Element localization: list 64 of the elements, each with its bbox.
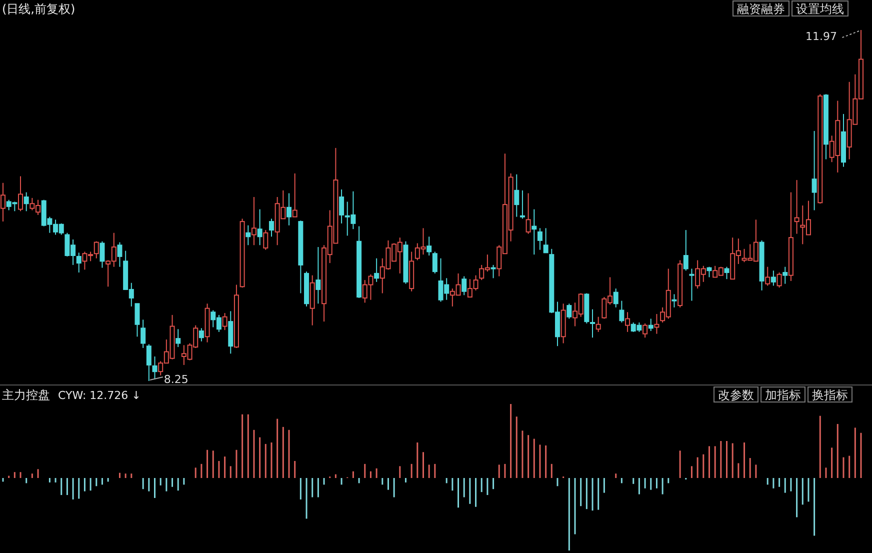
candlestick [251,196,256,246]
candlestick [672,294,677,308]
candlestick [117,242,122,268]
candlestick [543,228,548,254]
chart-title: 主力控盘 [2,388,50,402]
candlestick [432,251,438,274]
candlestick [794,180,800,234]
candlestick [613,288,618,308]
button: 换指标 [808,386,852,402]
candlestick [222,312,228,331]
candlestick [520,190,525,220]
button: 加指标 [760,386,806,402]
candlestick [292,172,298,218]
candlestick [316,246,321,304]
candlestick [76,252,82,273]
candlestick [782,266,788,284]
candlestick [18,176,24,212]
candlestick [94,240,99,259]
candlestick [268,218,274,238]
candlestick [724,266,730,280]
candlestick [619,300,624,323]
candlestick [339,188,344,224]
candlestick [648,318,654,332]
candlestick [246,224,251,246]
candlestick [590,308,596,338]
candlestick [683,230,688,272]
annotation: 8.25 [164,373,188,386]
button: 融资融券 [732,0,790,16]
candlestick [462,276,467,296]
candlestick [776,272,782,288]
candlestick [642,322,648,338]
candlestick [526,192,531,234]
candlestick [765,266,770,286]
candlestick [263,230,268,250]
candlestick [374,258,380,282]
candlestick [770,270,776,286]
candlestick [490,264,496,279]
button: 设置均线 [792,0,848,16]
candlestick [198,328,204,342]
candlestick [596,316,601,332]
chart-subtitle: CYW: 12.726 ↓ [58,389,141,402]
candlestick [812,130,817,211]
button: 改参数 [714,386,758,402]
candlestick [654,314,660,334]
candlestick [532,208,537,256]
candlestick [689,268,694,302]
candlestick [625,312,630,332]
annotation: 11.97 [806,30,837,43]
candlestick [176,328,181,348]
candlestick [140,319,146,348]
chart-title: (日线,前复权) [2,2,76,16]
candlestick [706,266,712,278]
candlestick [100,240,105,268]
candlestick [0,182,6,222]
candlestick [286,192,292,226]
candlestick [537,228,542,250]
candlestick [146,344,152,382]
candlestick [514,174,520,218]
candlestick [566,303,572,320]
candlestick [257,208,262,246]
candlestick [134,303,140,338]
candlestick [24,192,29,212]
candlestick [152,356,158,380]
candlestick [426,236,432,256]
